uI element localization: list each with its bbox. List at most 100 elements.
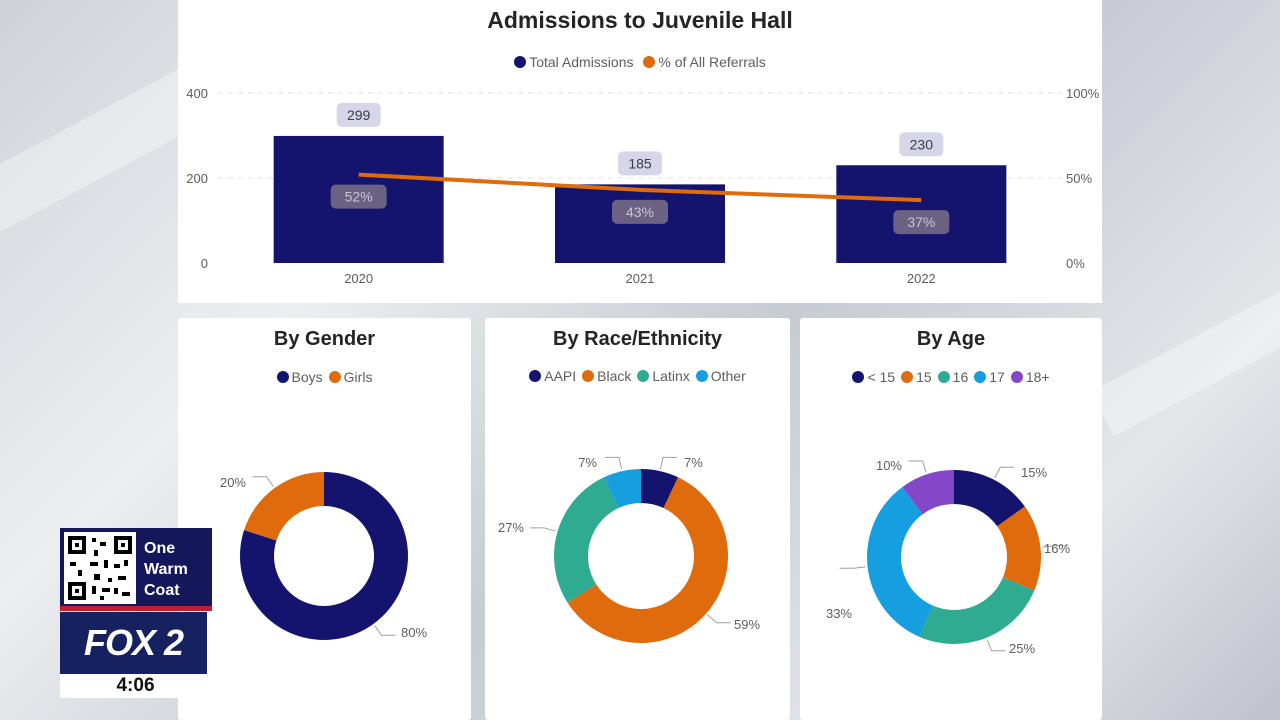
line-series <box>358 172 922 203</box>
y2-tick-label: 0% <box>1066 256 1085 271</box>
line-value-label: 37% <box>907 214 935 230</box>
leader-line <box>994 466 1015 479</box>
legend-label: Latinx <box>652 368 690 384</box>
promo-badge: One Warm Coat <box>60 528 212 608</box>
legend-label: 18+ <box>1025 369 1050 385</box>
station-logo: FOX 2 <box>60 612 207 674</box>
bar-value-label: 230 <box>910 136 934 152</box>
slice-value-label: 7% <box>578 455 597 470</box>
clock: 4:06 <box>116 675 155 696</box>
legend-dot-navy <box>514 56 527 68</box>
promo-text: One Warm Coat <box>144 538 188 601</box>
donut-slice <box>603 469 641 509</box>
bar-value-label: 299 <box>347 107 371 123</box>
line-label-box <box>330 184 387 209</box>
leader-line <box>659 456 678 470</box>
slice-value-label: 33% <box>826 606 852 621</box>
legend-item: 17 <box>974 369 1005 385</box>
age-donut-chart: 15% 16% 25% 33% 10% <box>826 458 1070 656</box>
promo-line: One <box>144 540 176 557</box>
legend-dot <box>529 370 542 382</box>
gender-legend: Boys Girls <box>178 369 471 385</box>
legend-label: Other <box>710 368 746 384</box>
slice-value-label: 16% <box>1044 541 1070 556</box>
legend-label: Boys <box>291 369 323 385</box>
promo-line: Coat <box>144 582 180 599</box>
leader-line <box>604 456 623 470</box>
leader-line <box>908 460 927 473</box>
admissions-combo-chart: 400 200 0 100% 50% 0% 2020 299 2021 185 2022 230 52%… <box>186 86 1099 286</box>
legend-label: % of All Referrals <box>658 54 766 70</box>
clock-box: 4:06 <box>60 674 211 698</box>
leader-line <box>530 527 556 532</box>
bar-label-box <box>899 132 944 157</box>
legend-label: < 15 <box>867 369 896 385</box>
legend-dot <box>852 371 865 383</box>
line-label-box <box>612 199 668 224</box>
legend-item: AAPI <box>529 368 576 384</box>
race-chart-title: By Race/Ethnicity <box>553 328 722 350</box>
age-legend: < 15 15 16 17 18+ <box>800 369 1102 385</box>
donut-slice <box>902 470 954 515</box>
age-chart-title: By Age <box>916 328 986 350</box>
admissions-legend: Total Admissions % of All Referrals <box>178 54 1102 70</box>
donut-slice <box>567 477 728 643</box>
legend-dot <box>276 371 289 383</box>
qr-code-icon <box>64 532 136 604</box>
legend-item: Black <box>582 368 631 384</box>
slice-value-label: 25% <box>1009 641 1035 656</box>
station-logo-text: FOX 2 <box>83 622 184 663</box>
legend-item: Latinx <box>637 368 690 384</box>
legend-label: 16 <box>952 369 969 385</box>
line-value-label: 43% <box>626 204 654 220</box>
legend-label: 15 <box>916 369 932 385</box>
legend-dot-orange <box>643 56 656 68</box>
slice-value-label: 10% <box>876 458 902 473</box>
legend-item: Other <box>695 368 746 384</box>
slice-value-label: 59% <box>734 617 760 632</box>
donut-slice <box>919 577 1035 644</box>
y-tick-label: 0 <box>201 256 208 271</box>
legend-dot <box>637 370 650 382</box>
race-panel: By Race/Ethnicity AAPI Black Latinx Other 7… <box>485 318 790 720</box>
leader-line <box>986 639 1006 652</box>
admissions-panel: Admissions to Juvenile Hall Total Admiss… <box>178 0 1102 303</box>
y-tick-label: 400 <box>186 86 208 101</box>
legend-item-pct-referrals: % of All Referrals <box>643 54 766 70</box>
line-label-box <box>893 210 950 235</box>
age-panel: By Age < 15 15 16 17 18+ 15% 16% 25% 33% 10% <box>800 318 1102 720</box>
legend-item-total-admissions: Total Admissions <box>514 54 634 70</box>
badge-divider <box>60 606 212 611</box>
promo-line: Warm <box>144 561 188 578</box>
bar-value-label: 185 <box>628 155 652 171</box>
leader-line <box>374 625 396 636</box>
background-stripe <box>1090 213 1280 437</box>
gender-chart-title: By Gender <box>273 328 376 350</box>
bar-label-box <box>618 151 662 176</box>
legend-label: AAPI <box>544 368 577 384</box>
slice-value-label: 80% <box>401 625 427 640</box>
donut-slice <box>867 486 933 637</box>
donut-slice <box>239 472 408 640</box>
legend-label: 17 <box>989 369 1005 385</box>
legend-label: Black <box>597 368 632 384</box>
legend-item: < 15 <box>852 369 895 385</box>
x-tick-label: 2022 <box>907 271 936 286</box>
donut-slice <box>641 469 679 509</box>
slice-value-label: 20% <box>220 475 246 490</box>
legend-dot <box>695 370 708 382</box>
race-legend: AAPI Black Latinx Other <box>485 368 790 384</box>
legend-dot <box>1010 371 1023 383</box>
slice-value-label: 7% <box>684 455 703 470</box>
legend-label: Total Admissions <box>529 54 634 70</box>
leader-line <box>839 566 866 569</box>
legend-label: Girls <box>343 369 373 385</box>
race-donut-chart: 7% 59% 27% 7% <box>498 455 760 643</box>
legend-item: 16 <box>937 369 969 385</box>
legend-dot <box>901 371 914 383</box>
donut-slice <box>554 477 619 603</box>
gender-donut-chart: 80% 20% <box>220 472 427 640</box>
leader-line <box>1042 545 1069 548</box>
donut-slice <box>997 506 1041 591</box>
y2-tick-label: 50% <box>1066 171 1092 186</box>
